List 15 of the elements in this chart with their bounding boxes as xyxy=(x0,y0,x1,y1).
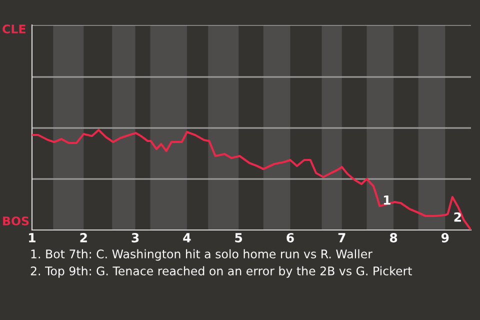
x-tick-label: 4 xyxy=(183,233,191,242)
x-tick-label: 9 xyxy=(441,233,449,242)
x-tick-label: 5 xyxy=(235,233,242,242)
x-tick-label: 1 xyxy=(29,233,36,242)
text: CLE xyxy=(2,24,26,34)
x-tick-label: 7 xyxy=(338,233,346,242)
text: BOS xyxy=(3,216,29,226)
x-tick-label: 6 xyxy=(286,233,294,242)
text: 2. Top 9th: G. Tenace reached on an error by the 2B vs G. Pickert xyxy=(30,266,412,278)
x-tick-label: 3 xyxy=(132,233,139,242)
x-tick-label: 8 xyxy=(390,233,398,242)
annotation: 1 xyxy=(384,196,390,205)
annotation: 2 xyxy=(454,212,461,222)
x-tick-label: 2 xyxy=(80,233,87,242)
text: 1. Bot 7th: C. Washington hit a solo home run vs R. Waller xyxy=(31,249,373,261)
